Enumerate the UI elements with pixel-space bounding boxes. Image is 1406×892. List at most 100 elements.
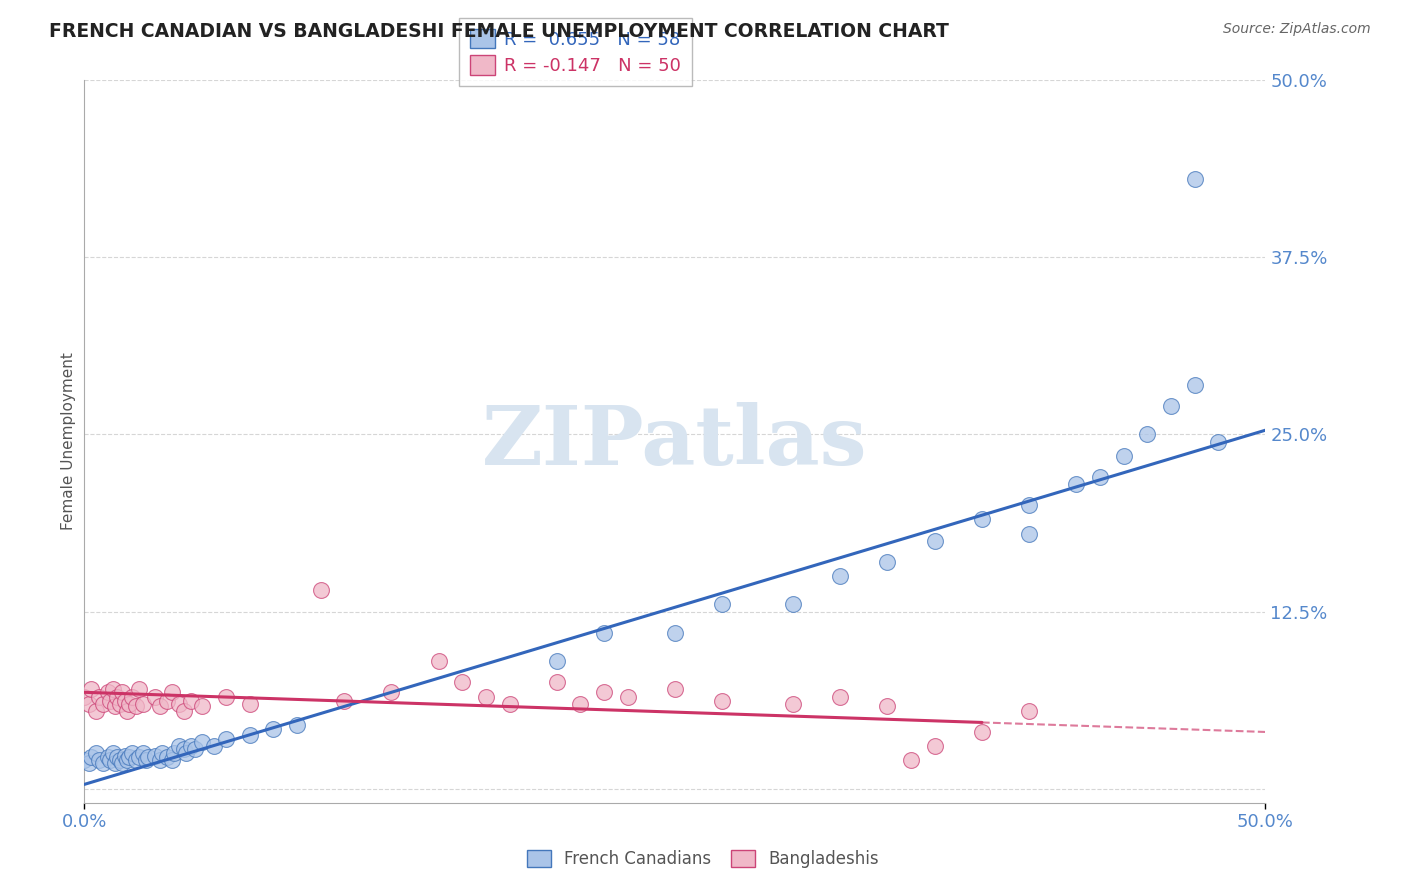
Point [202,739,225,753]
Point [101,746,124,760]
Point [1088,470,1111,484]
Point [84,704,107,718]
Point [149,753,172,767]
Point [160,753,183,767]
Point [380,685,402,699]
Point [285,718,308,732]
Point [125,699,148,714]
Point [262,722,284,736]
Point [180,739,202,753]
Point [125,753,148,767]
Point [101,682,124,697]
Point [900,753,922,767]
Point [128,682,150,697]
Point [569,697,592,711]
Point [98,694,121,708]
Point [114,694,136,708]
Point [711,694,734,708]
Point [924,533,946,548]
Point [156,694,179,708]
Point [84,746,107,760]
Point [1018,704,1040,718]
Point [184,742,207,756]
Text: FRENCH CANADIAN VS BANGLADESHI FEMALE UNEMPLOYMENT CORRELATION CHART: FRENCH CANADIAN VS BANGLADESHI FEMALE UN… [49,22,949,41]
Point [77,697,100,711]
Point [98,753,121,767]
Point [546,654,568,668]
Point [1018,498,1040,512]
Point [1184,172,1206,186]
Point [664,682,686,697]
Text: Source: ZipAtlas.com: Source: ZipAtlas.com [1223,22,1371,37]
Point [149,699,172,714]
Point [108,697,131,711]
Point [173,704,195,718]
Point [1206,434,1229,449]
Point [970,725,993,739]
Point [451,675,474,690]
Point [711,598,734,612]
Point [616,690,638,704]
Point [91,756,114,771]
Point [73,753,96,767]
Point [87,753,110,767]
Point [239,728,262,742]
Point [167,739,190,753]
Point [118,750,141,764]
Point [498,697,520,711]
Point [876,699,898,714]
Point [111,685,134,699]
Point [173,742,195,756]
Point [80,682,103,697]
Point [108,753,131,767]
Point [309,583,332,598]
Point [136,750,159,764]
Point [80,750,103,764]
Point [167,697,190,711]
Point [104,699,127,714]
Point [121,746,143,760]
Point [215,732,238,747]
Point [91,697,114,711]
Point [118,697,141,711]
Point [73,690,96,704]
Point [115,704,138,718]
Point [333,694,356,708]
Point [97,685,120,699]
Y-axis label: Female Unemployment: Female Unemployment [60,352,76,531]
Point [1160,399,1182,413]
Point [180,694,202,708]
Point [156,750,179,764]
Legend: French Canadians, Bangladeshis: French Canadians, Bangladeshis [520,843,886,875]
Point [191,735,214,749]
Point [475,690,498,704]
Point [87,690,110,704]
Point [830,690,852,704]
Point [132,697,155,711]
Text: ZIPatlas: ZIPatlas [482,401,868,482]
Point [782,598,804,612]
Point [876,555,898,569]
Point [782,697,804,711]
Point [191,699,214,714]
Point [427,654,450,668]
Point [150,746,173,760]
Point [111,756,134,771]
Point [215,690,238,704]
Point [128,750,150,764]
Point [97,750,120,764]
Point [107,750,129,764]
Point [132,746,155,760]
Point [1018,526,1040,541]
Point [107,690,129,704]
Point [143,690,166,704]
Point [1184,377,1206,392]
Point [830,569,852,583]
Point [239,697,262,711]
Point [135,753,157,767]
Point [77,756,100,771]
Point [593,685,616,699]
Point [174,746,197,760]
Point [593,625,616,640]
Point [970,512,993,526]
